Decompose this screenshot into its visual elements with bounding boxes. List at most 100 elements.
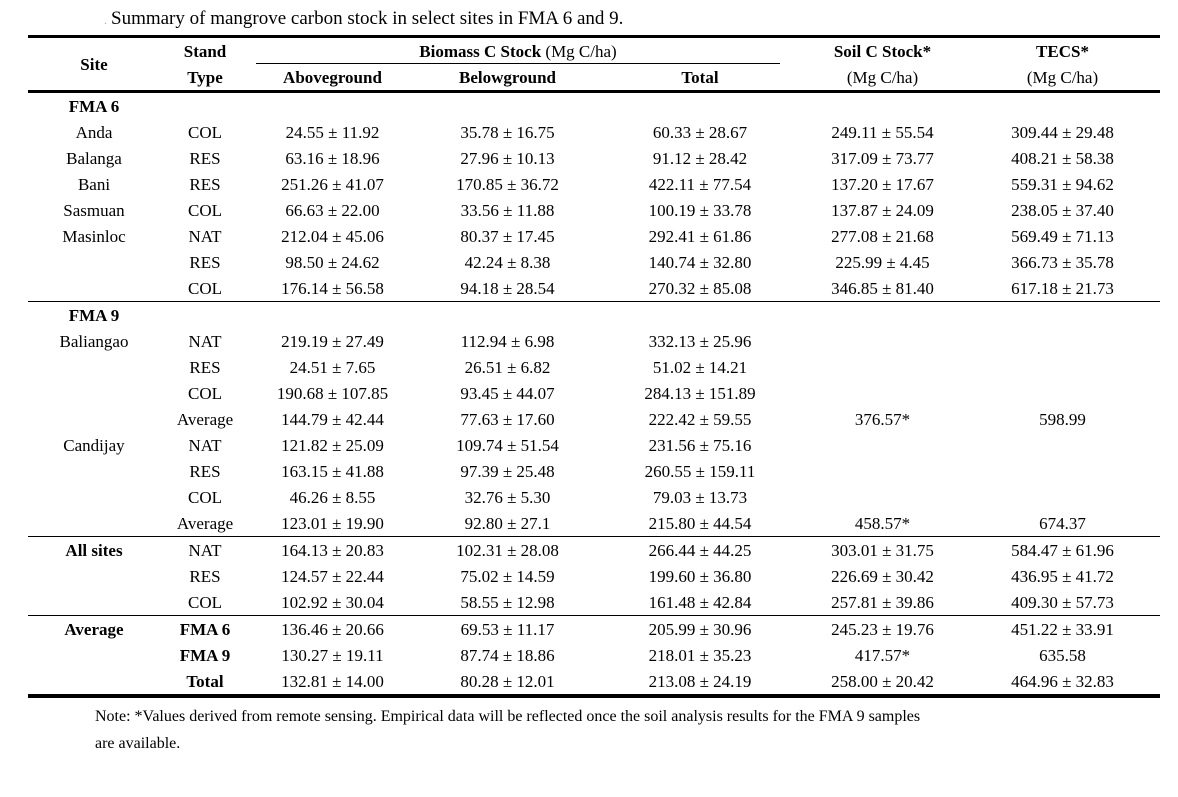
- cell-stand-type: RES: [189, 357, 221, 377]
- header-site: Site: [80, 54, 108, 74]
- cell-belowground: 94.18 ± 28.54: [460, 278, 555, 298]
- cell-belowground: 112.94 ± 6.98: [460, 331, 555, 351]
- cell-aboveground: 136.46 ± 20.66: [250, 615, 415, 642]
- cell-site: Average: [28, 615, 160, 642]
- header-aboveground: Aboveground: [283, 67, 382, 87]
- cell-aboveground: 212.04 ± 45.06: [281, 226, 384, 246]
- cell-stand-type: COL: [188, 487, 222, 507]
- cell-belowground: 69.53 ± 11.17: [415, 615, 600, 642]
- cell-tecs: [965, 458, 1160, 484]
- cell-belowground: 80.28 ± 12.01: [460, 671, 555, 691]
- cell-aboveground: [250, 301, 415, 328]
- cell-total: 422.11 ± 77.54: [648, 174, 752, 194]
- table-row: RES 24.51 ± 7.65 26.51 ± 6.82 51.02 ± 14.21: [28, 354, 1160, 380]
- cell-stand-type: [160, 92, 250, 120]
- cell-site: [28, 589, 160, 616]
- cell-soil: [800, 432, 965, 458]
- cell-belowground: [415, 92, 600, 120]
- cell-site: FMA 6: [68, 96, 120, 116]
- table-row: COL 46.26 ± 8.55 32.76 ± 5.30 79.03 ± 13.73: [28, 484, 1160, 510]
- table-row: Candijay NAT 121.82 ± 25.09 109.74 ± 51.54 2…: [28, 432, 1160, 458]
- header-stand-line1: Stand: [183, 41, 227, 61]
- cell-stand-type: [160, 301, 250, 328]
- cell-stand-type: COL: [188, 383, 222, 403]
- cell-belowground: 58.55 ± 12.98: [460, 592, 555, 612]
- cell-tecs: [965, 301, 1160, 328]
- cell-soil: [800, 484, 965, 510]
- table-row: Average FMA 6 136.46 ± 20.66 69.53 ± 11.17 2…: [28, 615, 1160, 642]
- cell-site: [28, 458, 160, 484]
- cell-soil: 277.08 ± 21.68: [831, 226, 934, 246]
- cell-soil: 257.81 ± 39.86: [831, 592, 934, 612]
- table-note: Note: *Values derived from remote sensin…: [95, 703, 1125, 757]
- table-caption: . Summary of mangrove carbon stock in sel…: [104, 8, 1178, 30]
- cell-aboveground: 98.50 ± 24.62: [285, 252, 380, 272]
- cell-site: Bani: [77, 174, 111, 194]
- cell-aboveground: 251.26 ± 41.07: [281, 174, 384, 194]
- header-soil-name: Soil C Stock*: [833, 41, 932, 61]
- table-row: COL 102.92 ± 30.04 58.55 ± 12.98 161.48 ± 4…: [28, 589, 1160, 616]
- cell-site: [28, 668, 160, 696]
- cell-tecs: [965, 354, 1160, 380]
- cell-stand-type: COL: [188, 592, 222, 612]
- cell-aboveground: 24.51 ± 7.65: [289, 357, 376, 377]
- cell-soil: 303.01 ± 31.75: [800, 536, 965, 563]
- cell-soil: 376.57*: [854, 409, 911, 429]
- cell-total: 292.41 ± 61.86: [648, 226, 752, 246]
- cell-tecs: 674.37: [1039, 513, 1086, 533]
- cell-total: 222.42 ± 59.55: [648, 409, 752, 429]
- cell-site: [28, 249, 160, 275]
- cell-site: Masinloc: [62, 226, 126, 246]
- cell-stand-type: RES: [189, 461, 221, 481]
- table-row: All sites NAT 164.13 ± 20.83 102.31 ± 28.08…: [28, 536, 1160, 563]
- cell-stand-type: COL: [188, 200, 222, 220]
- cell-stand-type: RES: [189, 148, 221, 168]
- table-row: Balanga RES 63.16 ± 18.96 27.96 ± 10.13 91.1…: [28, 145, 1160, 171]
- cell-stand-type: Total: [186, 671, 224, 691]
- cell-stand-type: RES: [189, 566, 221, 586]
- cell-stand-type: FMA 9: [179, 645, 231, 665]
- cell-tecs: 238.05 ± 37.40: [1011, 200, 1114, 220]
- table-row: Baliangao NAT 219.19 ± 27.49 112.94 ± 6.98 3…: [28, 328, 1160, 354]
- cell-total: 284.13 ± 151.89: [644, 383, 756, 403]
- cell-belowground: 35.78 ± 16.75: [460, 122, 555, 142]
- cell-stand-type: Average: [176, 409, 234, 429]
- cell-tecs: 409.30 ± 57.73: [1011, 592, 1114, 612]
- cell-belowground: 102.31 ± 28.08: [415, 536, 600, 563]
- cell-tecs: 309.44 ± 29.48: [1011, 122, 1114, 142]
- cell-stand-type: Average: [176, 513, 234, 533]
- cell-stand-type: NAT: [188, 226, 222, 246]
- cell-belowground: 92.80 ± 27.1: [464, 513, 551, 533]
- table-row: FMA 6: [28, 92, 1160, 120]
- cell-site: [28, 563, 160, 589]
- cell-belowground: 80.37 ± 17.45: [460, 226, 555, 246]
- cell-aboveground: 66.63 ± 22.00: [285, 200, 380, 220]
- cell-total: 215.80 ± 44.54: [648, 513, 752, 533]
- cell-total: 332.13 ± 25.96: [648, 331, 752, 351]
- cell-soil: [800, 92, 965, 120]
- cell-total: 199.60 ± 36.80: [648, 566, 752, 586]
- cell-belowground: 87.74 ± 18.86: [460, 645, 555, 665]
- cell-soil: 226.69 ± 30.42: [831, 566, 934, 586]
- cell-tecs: 451.22 ± 33.91: [965, 615, 1160, 642]
- cell-soil: [800, 380, 965, 406]
- cell-soil: 317.09 ± 73.77: [831, 148, 934, 168]
- cell-soil: [800, 328, 965, 354]
- cell-aboveground: 132.81 ± 14.00: [281, 671, 384, 691]
- cell-total: 100.19 ± 33.78: [648, 200, 752, 220]
- cell-site: [28, 510, 160, 537]
- cell-tecs: [965, 380, 1160, 406]
- note-line-2: are available.: [95, 735, 181, 752]
- cell-aboveground: 24.55 ± 11.92: [285, 122, 380, 142]
- cell-site: All sites: [28, 536, 160, 563]
- cell-soil: 258.00 ± 20.42: [831, 671, 934, 691]
- table-row: RES 98.50 ± 24.62 42.24 ± 8.38 140.74 ± 32.…: [28, 249, 1160, 275]
- cell-stand-type: RES: [189, 252, 221, 272]
- cell-stand-type: NAT: [160, 536, 250, 563]
- cell-soil: 417.57*: [854, 645, 911, 665]
- cell-belowground: 97.39 ± 25.48: [460, 461, 555, 481]
- cell-aboveground: [250, 92, 415, 120]
- cell-tecs: 584.47 ± 61.96: [965, 536, 1160, 563]
- cell-stand-type: COL: [188, 278, 222, 298]
- cell-soil: [800, 301, 965, 328]
